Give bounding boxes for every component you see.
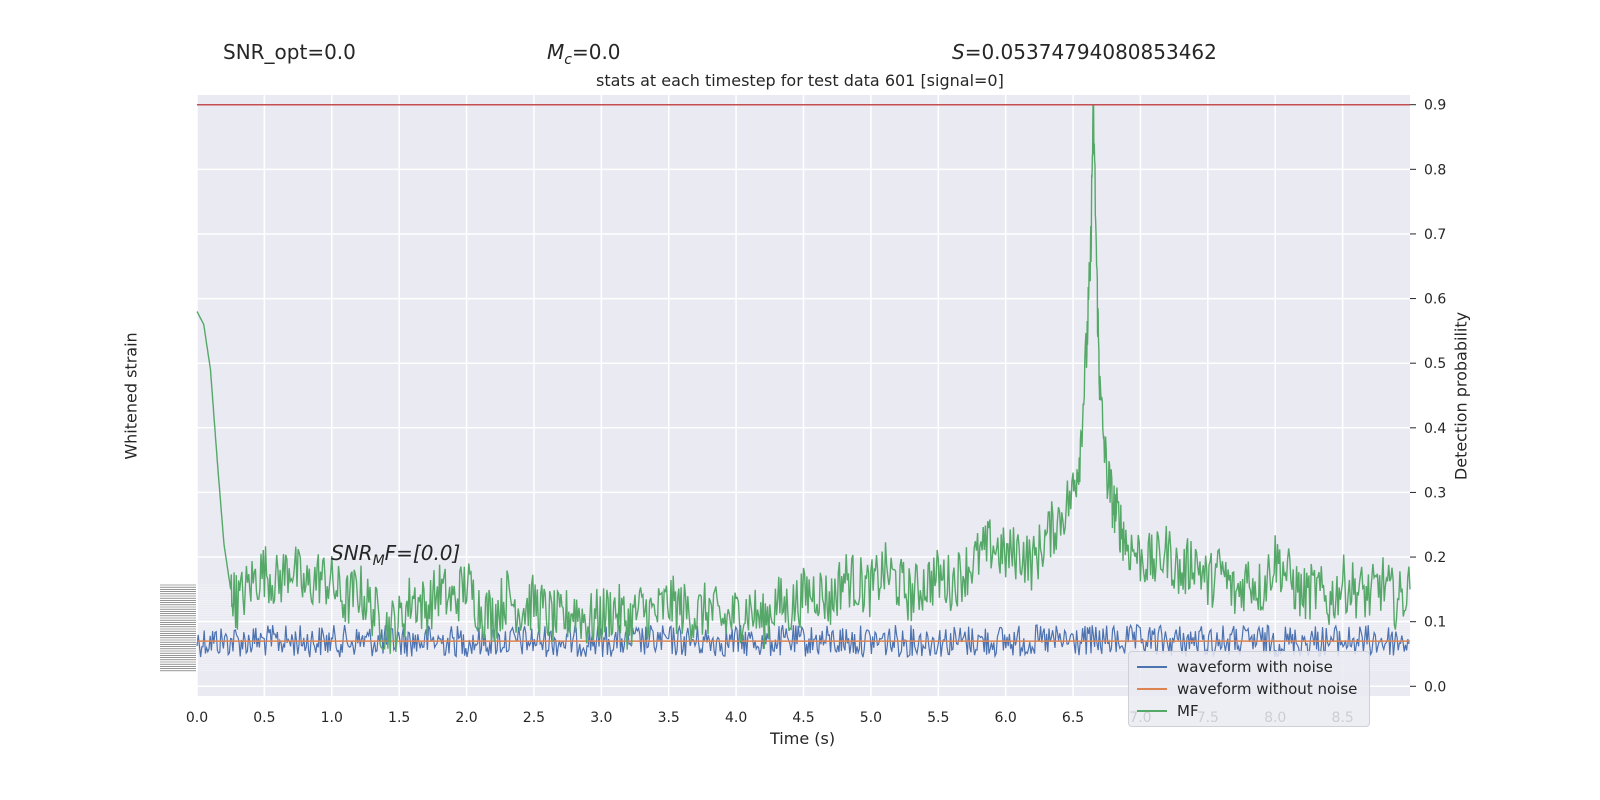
x-tick-label: 0.5 xyxy=(253,710,275,726)
x-tick-label: 5.0 xyxy=(860,710,882,726)
s-symbol: S xyxy=(952,40,965,64)
legend-swatch-noise xyxy=(1137,666,1167,668)
y-tick-label: 0.7 xyxy=(1424,227,1446,243)
x-tick-label: 4.5 xyxy=(792,710,814,726)
snr-opt-label: SNR_opt=0.0 xyxy=(223,40,356,64)
y-axis-right-ticks: 0.0 0.1 0.2 0.3 0.4 0.5 0.6 0.7 0.8 0.9 xyxy=(1410,98,1446,695)
x-tick-label: 1.0 xyxy=(321,710,343,726)
y-tick-label: 0.6 xyxy=(1424,292,1446,308)
x-tick-label: 3.5 xyxy=(658,710,680,726)
legend-item-mf: MF xyxy=(1137,700,1199,722)
chirp-mass-value: =0.0 xyxy=(571,40,621,64)
chart-title: stats at each timestep for test data 601… xyxy=(596,71,1004,90)
legend: waveform with noise waveform without noi… xyxy=(1128,651,1370,727)
y-tick-label: 0.3 xyxy=(1424,485,1446,501)
y-tick-label: 0.9 xyxy=(1424,98,1446,114)
chirp-mass-symbol: M xyxy=(547,40,565,64)
snr-mf-suffix: F=[0.0] xyxy=(384,541,461,565)
chirp-mass-label: Mc=0.0 xyxy=(547,40,621,68)
snr-mf-subscript: M xyxy=(372,553,385,569)
x-tick-label: 5.5 xyxy=(927,710,949,726)
legend-item-no-noise: waveform without noise xyxy=(1137,678,1357,700)
y-tick-label: 0.8 xyxy=(1424,162,1446,178)
y-tick-label: 0.0 xyxy=(1424,679,1446,695)
x-tick-label: 6.0 xyxy=(995,710,1017,726)
y-axis-left-label: Whitened strain xyxy=(121,332,141,460)
legend-label-no-noise: waveform without noise xyxy=(1177,680,1358,698)
legend-label-mf: MF xyxy=(1177,702,1199,720)
x-tick-label: 0.0 xyxy=(186,710,208,726)
x-tick-label: 4.0 xyxy=(725,710,747,726)
y-axis-right-label: Detection probability xyxy=(1451,311,1471,481)
y-tick-label: 0.5 xyxy=(1424,356,1446,372)
snr-mf-symbol: SNR xyxy=(331,541,373,565)
legend-label-noise: waveform with noise xyxy=(1177,658,1333,676)
x-tick-label: 3.0 xyxy=(590,710,612,726)
snr-mf-label: SNRMF=[0.0] xyxy=(331,541,460,569)
x-tick-label: 2.5 xyxy=(523,710,545,726)
x-tick-label: 1.5 xyxy=(388,710,410,726)
x-axis-ticks: 0.0 0.5 1.0 1.5 2.0 2.5 3.0 3.5 4.0 4.5 5.0 5.5 6.0 6… xyxy=(186,710,1354,726)
mf-series xyxy=(196,103,1411,654)
y-tick-label: 0.1 xyxy=(1424,615,1446,631)
x-tick-label: 2.0 xyxy=(455,710,477,726)
s-value: =0.05374794080853462 xyxy=(964,40,1217,64)
chirp-mass-subscript: c xyxy=(564,52,572,68)
x-tick-label: 6.5 xyxy=(1062,710,1084,726)
legend-swatch-no-noise xyxy=(1137,688,1167,690)
y-tick-label: 0.4 xyxy=(1424,421,1446,437)
x-axis-label: Time (s) xyxy=(770,729,836,748)
legend-item-noise: waveform with noise xyxy=(1137,656,1333,678)
s-statistic-label: S=0.05374794080853462 xyxy=(952,40,1217,64)
legend-swatch-mf xyxy=(1137,710,1167,712)
y-tick-label: 0.2 xyxy=(1424,550,1446,566)
